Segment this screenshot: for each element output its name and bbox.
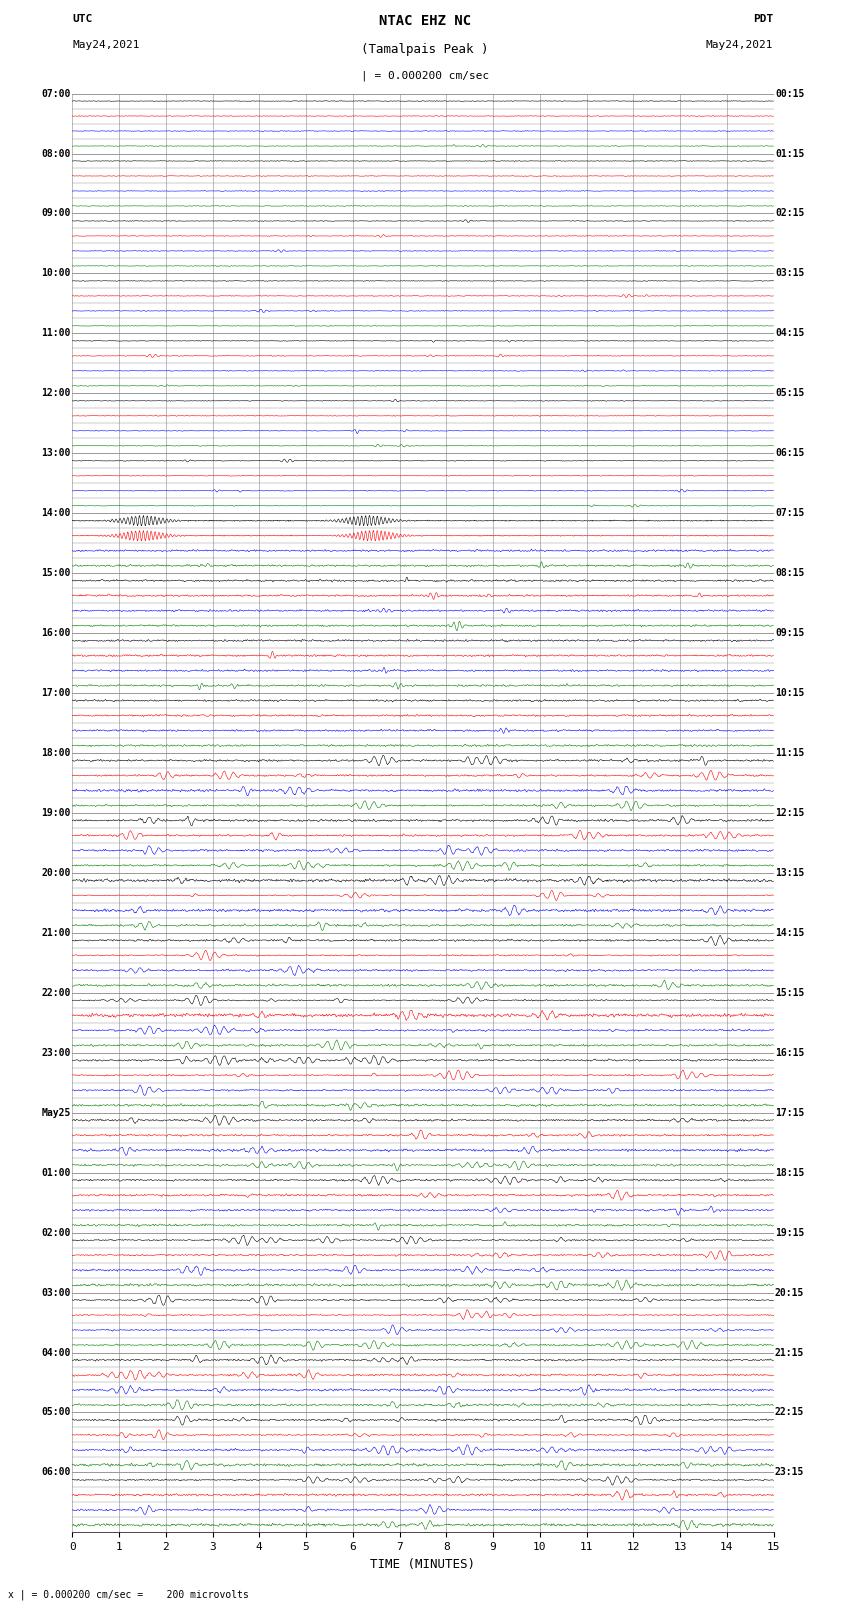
Text: 09:00: 09:00	[42, 208, 71, 218]
Text: 03:00: 03:00	[42, 1287, 71, 1297]
Text: | = 0.000200 cm/sec: | = 0.000200 cm/sec	[361, 71, 489, 81]
Text: 17:15: 17:15	[775, 1108, 804, 1118]
Text: 22:00: 22:00	[42, 987, 71, 998]
Text: 01:00: 01:00	[42, 1168, 71, 1177]
Text: May24,2021: May24,2021	[706, 40, 774, 50]
Text: 21:15: 21:15	[775, 1347, 804, 1358]
Text: 20:00: 20:00	[42, 868, 71, 877]
Text: 08:00: 08:00	[42, 148, 71, 158]
Text: 17:00: 17:00	[42, 689, 71, 698]
Text: 10:15: 10:15	[775, 689, 804, 698]
Text: 14:15: 14:15	[775, 927, 804, 937]
Text: 13:00: 13:00	[42, 448, 71, 458]
Text: 14:00: 14:00	[42, 508, 71, 518]
Text: 12:15: 12:15	[775, 808, 804, 818]
Text: 10:00: 10:00	[42, 268, 71, 279]
Text: May24,2021: May24,2021	[72, 40, 139, 50]
Text: 23:15: 23:15	[775, 1468, 804, 1478]
Text: 05:15: 05:15	[775, 389, 804, 398]
X-axis label: TIME (MINUTES): TIME (MINUTES)	[371, 1558, 475, 1571]
Text: 15:15: 15:15	[775, 987, 804, 998]
Text: 02:00: 02:00	[42, 1227, 71, 1237]
Text: 15:00: 15:00	[42, 568, 71, 577]
Text: 18:00: 18:00	[42, 748, 71, 758]
Text: May25: May25	[42, 1108, 71, 1118]
Text: 09:15: 09:15	[775, 627, 804, 639]
Text: 08:15: 08:15	[775, 568, 804, 577]
Text: 06:00: 06:00	[42, 1468, 71, 1478]
Text: (Tamalpais Peak ): (Tamalpais Peak )	[361, 44, 489, 56]
Text: 04:15: 04:15	[775, 329, 804, 339]
Text: 20:15: 20:15	[775, 1287, 804, 1297]
Text: 07:00: 07:00	[42, 89, 71, 98]
Text: 19:15: 19:15	[775, 1227, 804, 1237]
Text: 11:00: 11:00	[42, 329, 71, 339]
Text: UTC: UTC	[72, 15, 93, 24]
Text: 16:00: 16:00	[42, 627, 71, 639]
Text: 02:15: 02:15	[775, 208, 804, 218]
Text: 00:15: 00:15	[775, 89, 804, 98]
Text: PDT: PDT	[753, 15, 774, 24]
Text: 19:00: 19:00	[42, 808, 71, 818]
Text: 11:15: 11:15	[775, 748, 804, 758]
Text: 13:15: 13:15	[775, 868, 804, 877]
Text: 06:15: 06:15	[775, 448, 804, 458]
Text: 18:15: 18:15	[775, 1168, 804, 1177]
Text: 04:00: 04:00	[42, 1347, 71, 1358]
Text: 01:15: 01:15	[775, 148, 804, 158]
Text: x | = 0.000200 cm/sec =    200 microvolts: x | = 0.000200 cm/sec = 200 microvolts	[8, 1589, 249, 1600]
Text: 23:00: 23:00	[42, 1048, 71, 1058]
Text: NTAC EHZ NC: NTAC EHZ NC	[379, 15, 471, 27]
Text: 05:00: 05:00	[42, 1408, 71, 1418]
Text: 07:15: 07:15	[775, 508, 804, 518]
Text: 21:00: 21:00	[42, 927, 71, 937]
Text: 16:15: 16:15	[775, 1048, 804, 1058]
Text: 22:15: 22:15	[775, 1408, 804, 1418]
Text: 12:00: 12:00	[42, 389, 71, 398]
Text: 03:15: 03:15	[775, 268, 804, 279]
